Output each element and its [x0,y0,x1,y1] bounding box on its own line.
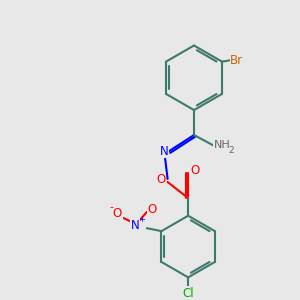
Text: -: - [109,202,113,212]
Text: NH: NH [214,140,230,150]
Text: N: N [159,145,168,158]
Text: O: O [147,202,157,216]
Text: +: + [138,215,145,224]
Text: O: O [157,172,166,185]
Text: 2: 2 [229,146,234,155]
Text: O: O [113,207,122,220]
Text: N: N [131,219,140,232]
Text: O: O [190,164,199,177]
Text: Br: Br [230,54,243,67]
Text: Cl: Cl [182,287,194,300]
